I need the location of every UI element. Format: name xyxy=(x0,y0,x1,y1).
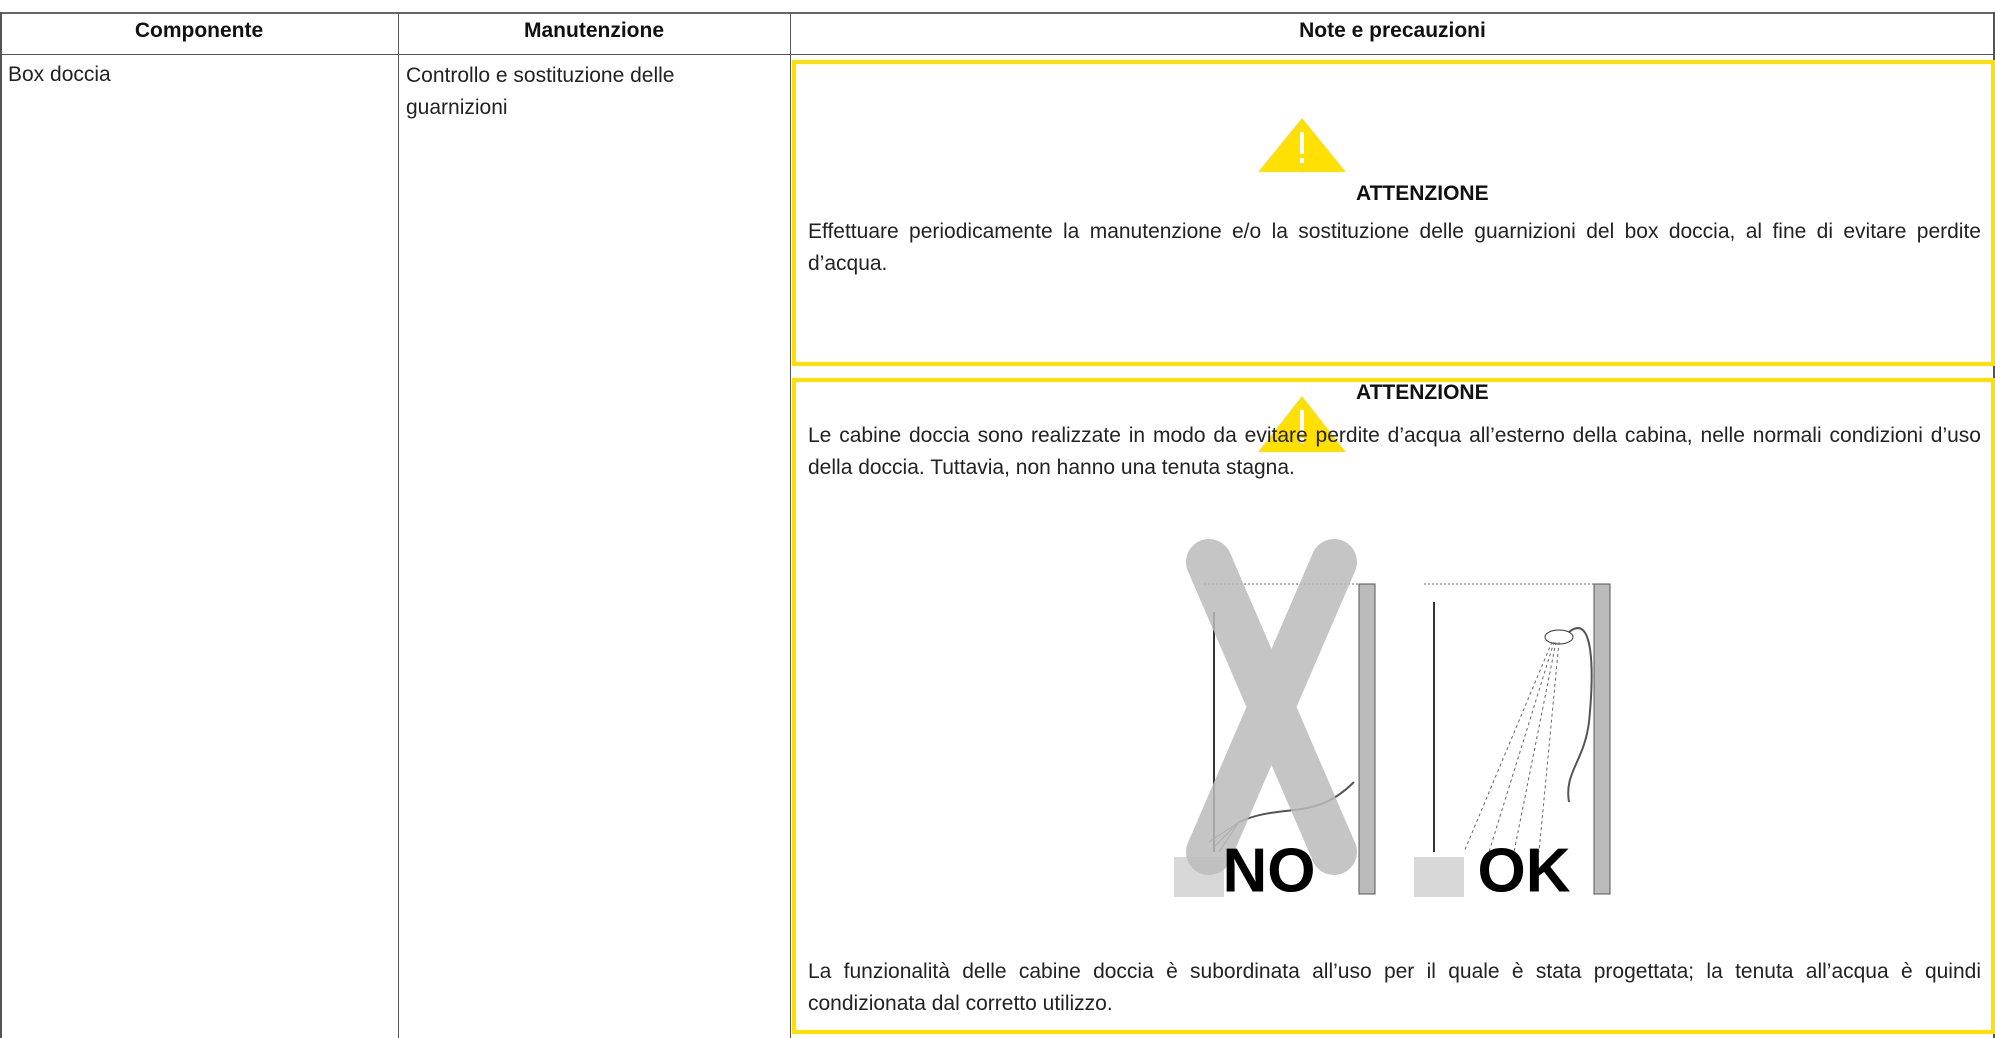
figure-label: OK xyxy=(1478,836,1571,902)
table-border xyxy=(0,12,2,1038)
column-separator xyxy=(398,12,399,1038)
table-border xyxy=(0,12,1995,14)
figure-label: NO xyxy=(1223,836,1316,902)
warning-footer: La funzionalità delle cabine doccia è su… xyxy=(808,960,1981,1015)
component-cell: Box doccia xyxy=(8,63,111,86)
shower-illustration: NO OK xyxy=(1174,539,1611,902)
header-cell: Note e precauzioni xyxy=(1299,19,1486,42)
warning-title: ATTENZIONE xyxy=(1356,381,1489,404)
warning-box: ATTENZIONE Effettuare periodicamente la … xyxy=(792,60,1995,366)
warning-title: ATTENZIONE xyxy=(1356,182,1489,205)
warning-text: Effettuare periodicamente la manutenzion… xyxy=(808,220,1981,275)
header-cell: Manutenzione xyxy=(524,19,664,42)
warning-text: Le cabine doccia sono realizzate in modo… xyxy=(808,424,1981,479)
maintenance-cell: Controllo e sostituzione delle guarnizio… xyxy=(406,64,675,119)
warning-icon xyxy=(1258,118,1346,172)
warning-box: ATTENZIONE Le cabine doccia sono realizz… xyxy=(792,378,1995,1034)
header-cell: Componente xyxy=(134,19,264,42)
column-separator xyxy=(790,12,791,1038)
warning-icon xyxy=(1258,396,1346,452)
header-separator xyxy=(0,54,1995,55)
